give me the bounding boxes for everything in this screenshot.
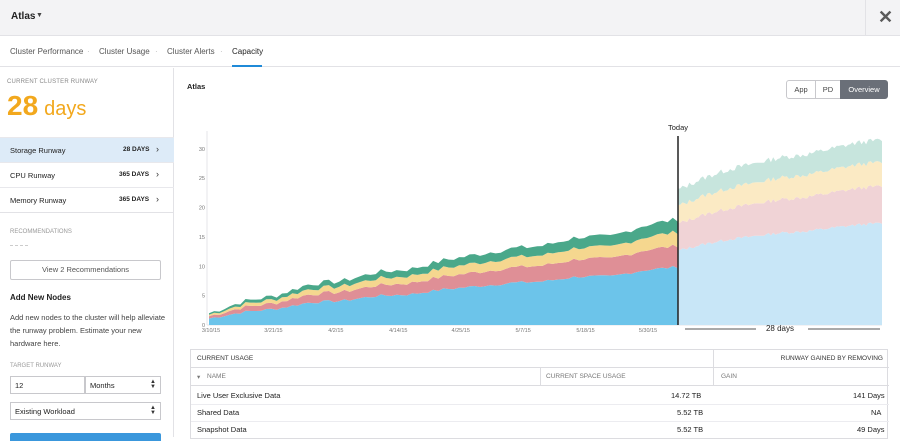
current-runway-number: 28: [7, 90, 39, 121]
tab-separator: ·: [87, 47, 90, 56]
view-recommendations-button[interactable]: View 2 Recommendations: [10, 260, 161, 280]
history-area-layer-1: [209, 266, 678, 325]
y-tick-label: 15: [199, 235, 205, 241]
y-tick-label: 20: [199, 206, 205, 212]
y-tick-label: 0: [202, 323, 205, 329]
x-tick-label: 3/21/15: [264, 328, 282, 334]
runway-item-label: Storage Runway: [10, 146, 66, 155]
row-divider: [191, 404, 889, 405]
chevron-right-icon: ›: [156, 144, 159, 154]
x-tick-label: 5/7/15: [515, 328, 530, 334]
space-column-header[interactable]: CURRENT SPACE USAGE: [546, 373, 626, 380]
current-runway-label: CURRENT CLUSTER RUNWAY: [7, 79, 98, 85]
view-app-button[interactable]: App: [786, 80, 816, 99]
workload-select[interactable]: Existing Workload ▲ ▼: [10, 402, 161, 420]
tab-separator: ·: [155, 47, 158, 56]
row-space: 5.52 TB: [677, 425, 704, 434]
x-tick-label: 4/25/15: [452, 328, 470, 334]
add-nodes-title: Add New Nodes: [10, 293, 71, 302]
y-tick-label: 5: [202, 294, 205, 300]
usage-table: CURRENT USAGE RUNWAY GAINED BY REMOVING …: [190, 349, 889, 439]
history-area-layer-3: [209, 230, 678, 317]
gain-column-header[interactable]: GAIN: [721, 373, 737, 380]
row-space: 5.52 TB: [677, 408, 704, 417]
runway-item-days: 365 DAYS: [119, 196, 150, 203]
target-runway-input[interactable]: 12: [10, 376, 85, 394]
recommendations-label: RECOMMENDATIONS: [10, 229, 72, 235]
view-overview-button[interactable]: Overview: [840, 80, 888, 99]
x-tick-label: 4/14/15: [389, 328, 407, 334]
tab-capacity[interactable]: Capacity: [232, 47, 264, 56]
column-divider: [713, 350, 714, 386]
target-unit-select[interactable]: Months ▲ ▼: [85, 376, 161, 394]
row-space: 14.72 TB: [671, 391, 702, 400]
target-runway-value: 12: [15, 381, 24, 390]
target-runway-label: TARGET RUNWAY: [10, 363, 62, 369]
runway-item-storage[interactable]: Storage Runway 28 DAYS ›: [0, 137, 174, 162]
forecast-label: 28 days: [766, 324, 794, 333]
runway-item-days: 28 DAYS: [123, 146, 150, 153]
name-column-header[interactable]: NAME: [207, 373, 226, 380]
sort-icon[interactable]: ▾: [197, 374, 201, 381]
y-tick-label: 30: [199, 147, 205, 153]
row-gain: 49 Days: [857, 425, 885, 434]
tab-separator: ·: [220, 47, 223, 56]
add-nodes-description: Add new nodes to the cluster will help a…: [10, 313, 166, 348]
chevron-right-icon: ›: [156, 169, 159, 179]
y-tick-label: 25: [199, 176, 205, 182]
close-button[interactable]: ✕: [865, 0, 900, 36]
select-arrows-icon: ▲ ▼: [150, 405, 156, 416]
tab-cluster-usage[interactable]: Cluster Usage: [99, 47, 150, 56]
row-divider: [191, 421, 889, 422]
top-bar: Atlas ▼ ✕: [0, 0, 900, 36]
table-group-header: CURRENT USAGE RUNWAY GAINED BY REMOVING: [191, 350, 889, 368]
chevron-down-icon[interactable]: ▼: [36, 12, 43, 19]
current-runway-value: 28 days: [7, 90, 86, 122]
tab-bar: Cluster Performance · Cluster Usage · Cl…: [0, 36, 900, 67]
chart-title: Atlas: [187, 82, 206, 91]
runway-item-cpu[interactable]: CPU Runway 365 DAYS ›: [0, 162, 174, 187]
chevron-right-icon: ›: [156, 194, 159, 204]
app-title[interactable]: Atlas: [11, 11, 36, 22]
close-icon[interactable]: ✕: [878, 7, 894, 27]
y-tick-label: 10: [199, 264, 205, 270]
row-gain: NA: [871, 408, 882, 417]
forecast-area-layer-2: [678, 185, 882, 250]
runway-item-memory[interactable]: Memory Runway 365 DAYS ›: [0, 187, 174, 213]
today-label: Today: [668, 123, 688, 132]
target-unit-value: Months: [90, 381, 115, 390]
primary-action-button[interactable]: [10, 433, 161, 441]
x-tick-labels: 3/10/15 3/21/15 4/2/15 4/14/15 4/25/15 5/7/15…: [202, 328, 657, 334]
current-usage-header: CURRENT USAGE: [197, 355, 254, 362]
sidebar: CURRENT CLUSTER RUNWAY 28 days Storage Ru…: [0, 68, 174, 437]
tab-cluster-alerts[interactable]: Cluster Alerts: [167, 47, 215, 56]
runway-item-days: 365 DAYS: [119, 171, 150, 178]
runway-gained-header: RUNWAY GAINED BY REMOVING: [780, 355, 883, 362]
y-tick-labels: 0 5 10 15 20 25 30: [199, 147, 205, 329]
select-arrows-icon: ▲ ▼: [150, 379, 156, 390]
x-tick-label: 5/18/15: [576, 328, 594, 334]
view-pd-button[interactable]: PD: [815, 80, 841, 99]
active-tab-indicator: [232, 65, 262, 67]
current-runway-unit: days: [44, 98, 87, 120]
history-area-layer-4: [209, 217, 678, 315]
tab-cluster-performance[interactable]: Cluster Performance: [10, 47, 84, 56]
runway-item-label: CPU Runway: [10, 171, 56, 180]
chart-areas: [209, 138, 882, 325]
x-tick-label: 4/2/15: [328, 328, 343, 334]
x-tick-label: 3/10/15: [202, 328, 220, 334]
history-area-layer-2: [209, 244, 678, 319]
divider: [10, 245, 28, 246]
row-name: Shared Data: [197, 408, 240, 417]
forecast-area-layer-3: [678, 161, 882, 223]
column-divider: [540, 368, 541, 386]
runway-item-label: Memory Runway: [10, 196, 67, 205]
row-name: Live User Exclusive Data: [197, 391, 281, 400]
forecast-area-layer-4: [678, 138, 882, 205]
workload-value: Existing Workload: [15, 407, 75, 416]
row-name: Snapshot Data: [197, 425, 247, 434]
forecast-area-layer-1: [678, 222, 882, 325]
x-tick-label: 5/30/15: [639, 328, 657, 334]
row-gain: 141 Days: [853, 391, 885, 400]
